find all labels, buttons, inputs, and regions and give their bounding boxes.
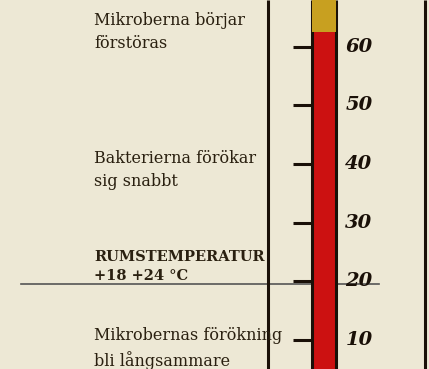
Bar xyxy=(312,0,336,369)
Text: RUMSTEMPERATUR
+18 +24 °C: RUMSTEMPERATUR +18 +24 °C xyxy=(94,250,265,283)
Text: 30: 30 xyxy=(345,214,373,232)
Text: 40: 40 xyxy=(345,155,373,173)
Bar xyxy=(312,0,336,32)
Text: 20: 20 xyxy=(345,272,373,290)
Text: 50: 50 xyxy=(345,96,373,114)
Text: Mikrobernas förökning
bli långsammare: Mikrobernas förökning bli långsammare xyxy=(94,327,283,369)
Text: Bakterierna förökar
sig snabbt: Bakterierna förökar sig snabbt xyxy=(94,150,257,190)
Text: Mikroberna börjar
förstöras: Mikroberna börjar förstöras xyxy=(94,12,245,52)
Text: 60: 60 xyxy=(345,38,373,56)
Text: 10: 10 xyxy=(345,331,373,349)
